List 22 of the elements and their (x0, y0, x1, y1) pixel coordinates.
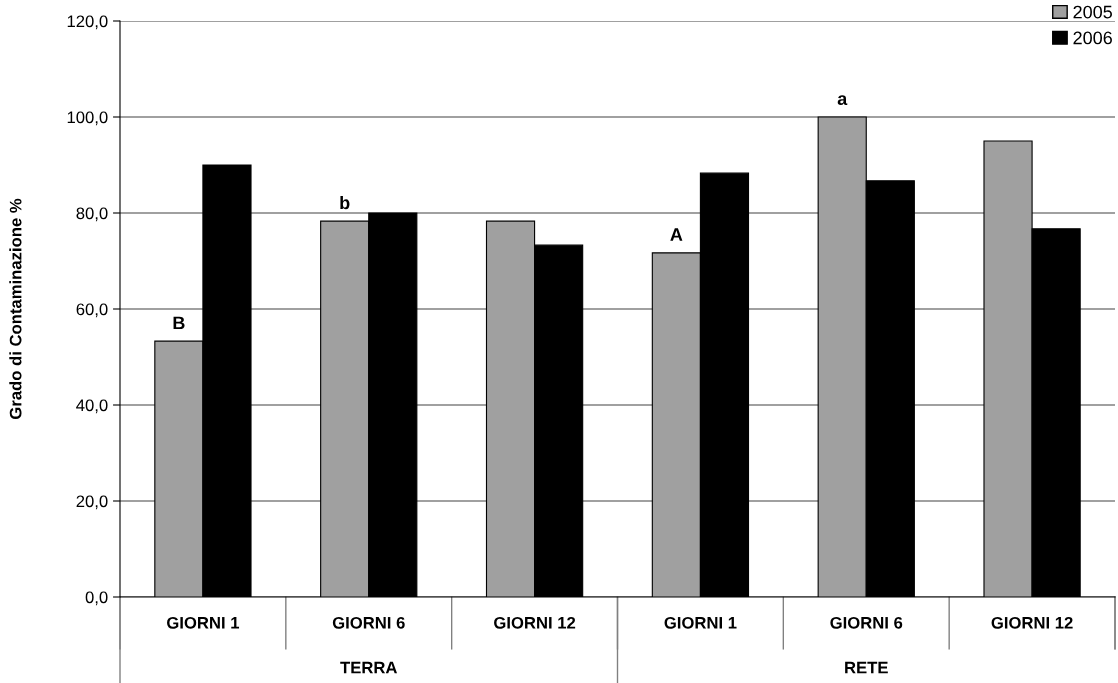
text: RETE (845, 661, 888, 674)
y-tick-label: 40,0 (76, 399, 108, 414)
x-tick-label: GIORNI 12 (991, 616, 1073, 629)
y-tick-label: 0,0 (85, 591, 108, 606)
y-tick-label: 100,0 (67, 111, 108, 126)
y-tick-label: 120,0 (67, 15, 108, 30)
legend-label: 2005 (1073, 5, 1112, 19)
data-label: B (173, 316, 185, 330)
legend-label: 2006 (1073, 31, 1112, 45)
x-tick-label: GIORNI 6 (830, 616, 903, 629)
x-tick-label: GIORNI 12 (494, 616, 576, 629)
y-tick-label: 60,0 (76, 303, 108, 318)
x-tick-label: GIORNI 1 (664, 616, 737, 629)
x-tick-label: GIORNI 1 (167, 616, 240, 629)
data-label: b (340, 196, 350, 210)
y-tick-label: 80,0 (76, 207, 108, 222)
text: TERRA (340, 661, 398, 674)
x-tick-label: GIORNI 6 (332, 616, 405, 629)
data-label: A (670, 228, 683, 241)
y-tick-label: 20,0 (76, 495, 108, 510)
data-label: a (837, 95, 848, 106)
y-axis-title: Grado di Contaminazione % (9, 198, 22, 419)
